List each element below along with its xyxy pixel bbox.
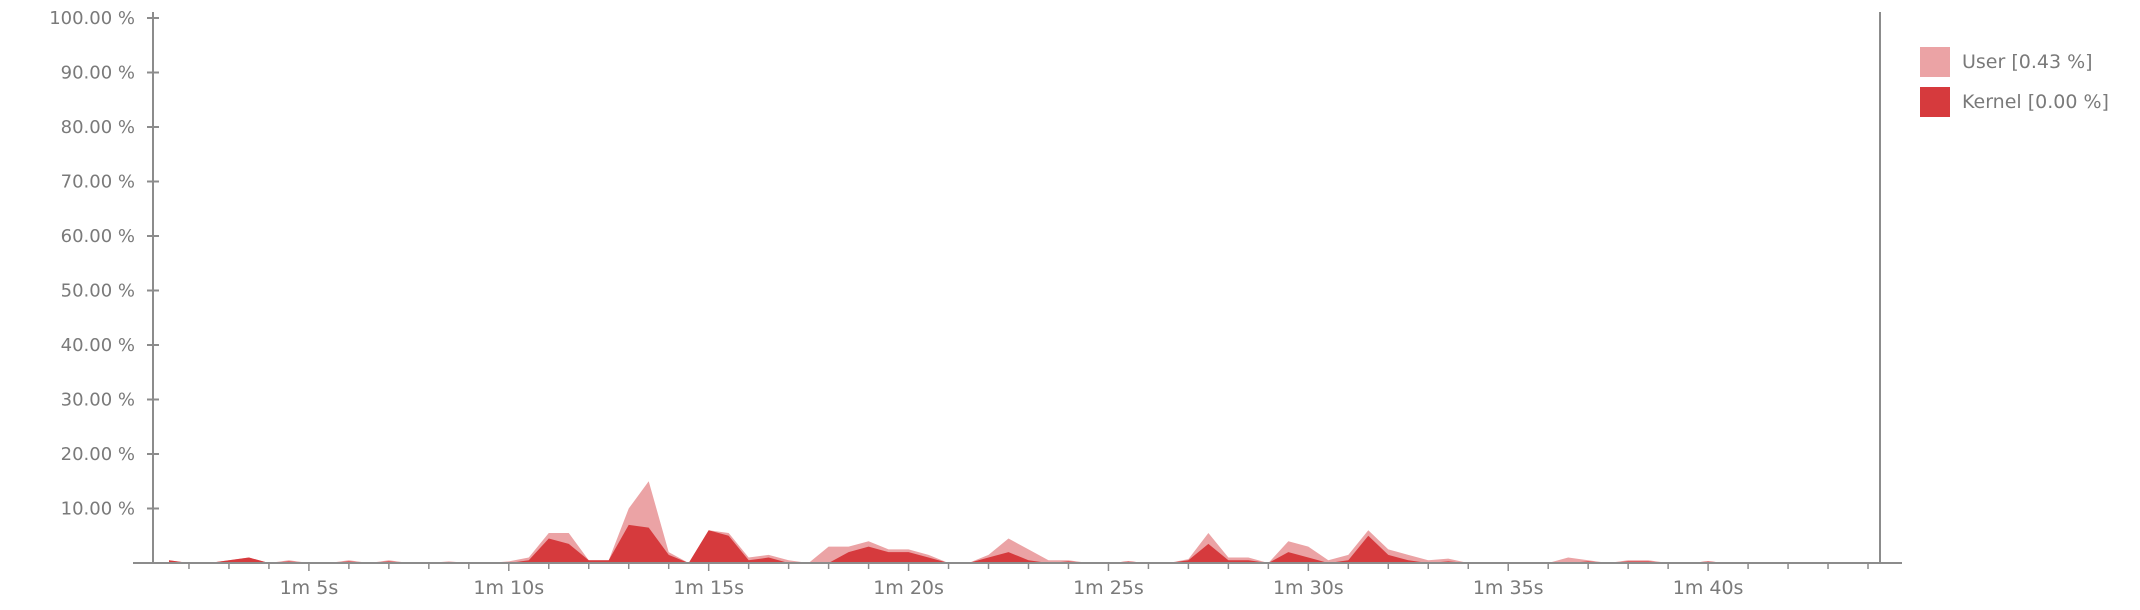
x-tick-label: 1m 40s — [1673, 577, 1744, 599]
legend: User [0.43 %] Kernel [0.00 %] — [1920, 42, 2109, 122]
y-tick-label: 70.00 % — [61, 172, 135, 193]
y-tick-label: 90.00 % — [61, 63, 135, 84]
y-tick-label: 50.00 % — [61, 281, 135, 302]
x-tick-label: 1m 35s — [1473, 577, 1544, 599]
x-tick-label: 1m 10s — [473, 577, 544, 599]
x-tick-label: 1m 30s — [1273, 577, 1344, 599]
y-tick-label: 100.00 % — [49, 8, 135, 29]
user-area — [168, 481, 1869, 563]
user-swatch — [1920, 47, 1950, 77]
legend-label-user: User [0.43 %] — [1962, 51, 2093, 73]
axes-layer: 10.00 % 20.00 % 30.00 % 40.00 % 50.00 % 60.00… — [49, 8, 1902, 599]
areas-layer — [168, 481, 1869, 563]
kernel-area — [168, 524, 1869, 563]
y-tick-label: 40.00 % — [61, 335, 135, 356]
x-tick-label: 1m 25s — [1073, 577, 1144, 599]
x-tick-label: 1m 5s — [280, 577, 339, 599]
legend-item-user: User [0.43 %] — [1920, 42, 2109, 82]
x-tick-label: 1m 20s — [873, 577, 944, 599]
y-tick-label: 20.00 % — [61, 444, 135, 465]
legend-item-kernel: Kernel [0.00 %] — [1920, 82, 2109, 122]
y-tick-label: 10.00 % — [61, 499, 135, 520]
x-tick-label: 1m 15s — [673, 577, 744, 599]
kernel-swatch — [1920, 87, 1950, 117]
y-tick-label: 80.00 % — [61, 117, 135, 138]
legend-label-kernel: Kernel [0.00 %] — [1962, 91, 2109, 113]
y-tick-label: 60.00 % — [61, 226, 135, 247]
y-tick-label: 30.00 % — [61, 390, 135, 411]
